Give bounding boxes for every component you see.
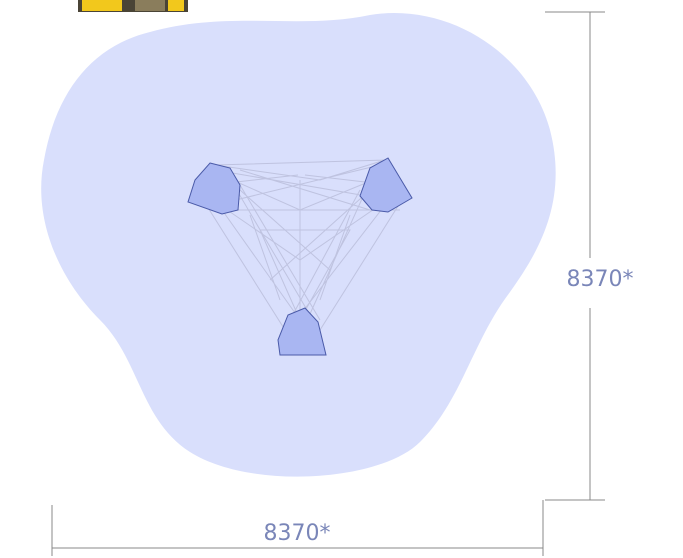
post-right — [359, 157, 413, 213]
height-label: 8370* — [567, 267, 634, 292]
rope-net — [199, 159, 406, 331]
post-left — [187, 162, 241, 215]
width-dimension — [51, 500, 544, 556]
safety-area — [41, 13, 556, 477]
corner-object — [78, 0, 188, 12]
height-dimension — [545, 11, 605, 501]
width-label: 8370* — [264, 521, 331, 546]
post-bottom — [277, 307, 327, 356]
